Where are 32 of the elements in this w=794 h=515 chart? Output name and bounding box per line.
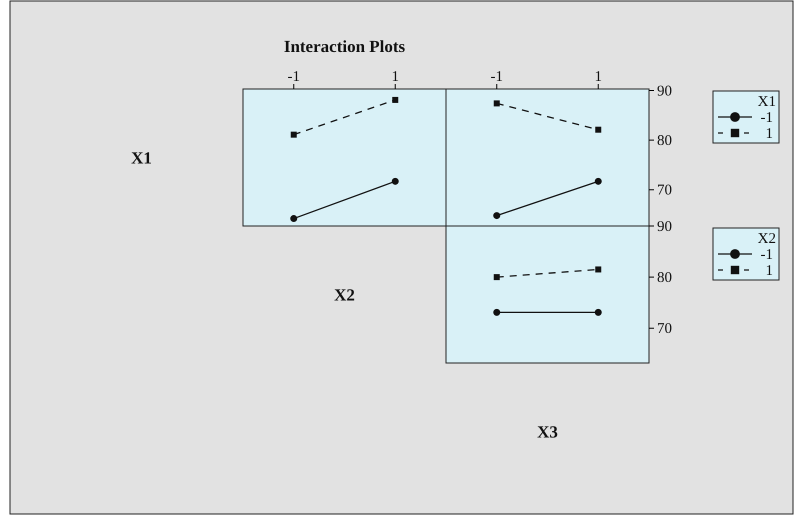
point	[594, 178, 602, 185]
x-tick-label: -1	[490, 69, 503, 85]
x-axis-title: X2	[334, 286, 355, 304]
point	[392, 96, 398, 103]
x-tick-label: 1	[392, 69, 399, 85]
legend-label: -1	[760, 110, 773, 126]
y-tick-label: 70	[657, 321, 672, 338]
point	[594, 308, 602, 316]
point	[290, 215, 298, 222]
legend-label: 1	[766, 126, 773, 142]
point	[392, 178, 399, 185]
y-tick-label: 80	[657, 270, 672, 286]
x-tick-label: 1	[594, 69, 602, 85]
point	[493, 308, 500, 316]
x-axis-title: X3	[537, 422, 558, 442]
y-tick-label: 90	[657, 218, 672, 235]
y-tick-label: 90	[657, 83, 672, 100]
y-tick-label: 80	[657, 132, 672, 149]
legend-label: 1	[766, 263, 773, 279]
point	[595, 126, 602, 133]
point	[493, 212, 500, 220]
chart-title: Interaction Plots	[284, 37, 406, 56]
point	[290, 132, 297, 138]
point	[494, 100, 500, 106]
y-axis-title: X1	[131, 148, 152, 168]
legend-label: -1	[760, 247, 773, 263]
point	[595, 266, 602, 272]
point	[494, 274, 500, 280]
x-tick-label: -1	[288, 69, 300, 85]
legend-title: X2	[758, 231, 776, 247]
legend-title: X1	[758, 94, 776, 110]
y-tick-label: 70	[657, 182, 672, 199]
